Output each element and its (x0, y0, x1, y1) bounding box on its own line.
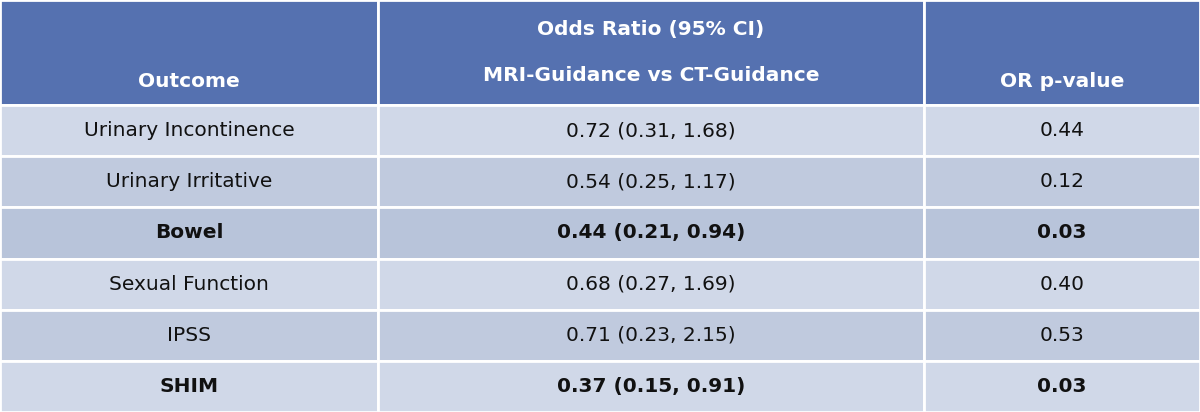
Bar (378, 259, 924, 310)
Text: Sexual Function: Sexual Function (109, 275, 269, 294)
Text: Urinary Incontinence: Urinary Incontinence (84, 121, 294, 140)
Bar (924, 207, 1200, 259)
Text: 0.03: 0.03 (1037, 377, 1087, 396)
Text: 0.12: 0.12 (1039, 172, 1085, 191)
Bar (0, 105, 378, 156)
Text: 0.44: 0.44 (1039, 121, 1085, 140)
Text: 0.71 (0.23, 2.15): 0.71 (0.23, 2.15) (566, 326, 736, 345)
Text: 0.68 (0.27, 1.69): 0.68 (0.27, 1.69) (566, 275, 736, 294)
Bar (0, 259, 378, 310)
Text: OR p-value: OR p-value (1000, 73, 1124, 91)
Bar (0, 310, 378, 361)
Bar (378, 207, 924, 259)
Bar (924, 361, 1200, 412)
Text: MRI-Guidance vs CT-Guidance: MRI-Guidance vs CT-Guidance (482, 66, 820, 85)
Text: 0.03: 0.03 (1037, 223, 1087, 242)
Bar (378, 0, 924, 105)
Bar (924, 105, 1200, 156)
Bar (378, 105, 924, 156)
Bar (378, 361, 924, 412)
Text: Outcome: Outcome (138, 73, 240, 91)
Bar (378, 310, 924, 361)
Text: 0.54 (0.25, 1.17): 0.54 (0.25, 1.17) (566, 172, 736, 191)
Bar (924, 156, 1200, 207)
Text: SHIM: SHIM (160, 377, 218, 396)
Text: 0.44 (0.21, 0.94): 0.44 (0.21, 0.94) (557, 223, 745, 242)
Text: IPSS: IPSS (167, 326, 211, 345)
Text: 0.40: 0.40 (1039, 275, 1085, 294)
Text: Bowel: Bowel (155, 223, 223, 242)
Bar (924, 259, 1200, 310)
Bar (0, 361, 378, 412)
Bar (0, 0, 378, 105)
Bar (0, 207, 378, 259)
Bar (0, 156, 378, 207)
Text: 0.53: 0.53 (1039, 326, 1085, 345)
Bar (924, 0, 1200, 105)
Bar (378, 156, 924, 207)
Text: Odds Ratio (95% CI): Odds Ratio (95% CI) (538, 20, 764, 39)
Text: 0.72 (0.31, 1.68): 0.72 (0.31, 1.68) (566, 121, 736, 140)
Text: Urinary Irritative: Urinary Irritative (106, 172, 272, 191)
Text: 0.37 (0.15, 0.91): 0.37 (0.15, 0.91) (557, 377, 745, 396)
Bar (924, 310, 1200, 361)
